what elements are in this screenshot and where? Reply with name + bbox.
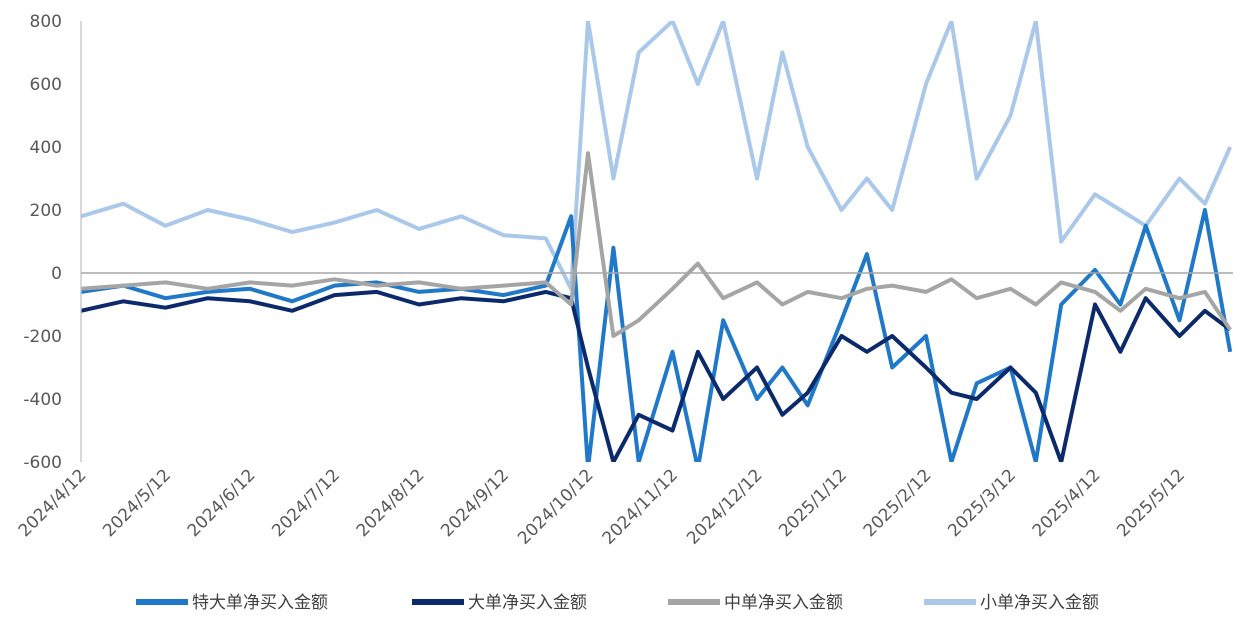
y-tick-label: -400	[23, 390, 62, 410]
y-tick-label: 600	[30, 75, 62, 95]
x-tick-label: 2024/4/12	[15, 465, 91, 541]
y-tick-label: -200	[23, 327, 62, 347]
y-tick-label: 800	[30, 12, 62, 32]
legend-item-3: 中单净买入金额	[668, 593, 843, 613]
x-tick-label: 2024/8/12	[353, 465, 429, 541]
y-tick-label: 200	[30, 201, 62, 221]
series-line-3	[81, 151, 1232, 338]
legend-label-4: 小单净买入金额	[980, 593, 1099, 613]
x-tick-label: 2025/3/12	[944, 465, 1020, 541]
x-tick-label: 2024/5/12	[99, 465, 175, 541]
legend-label-1: 特大单净买入金额	[192, 593, 328, 613]
legend-item-4: 小单净买入金额	[924, 593, 1099, 613]
x-tick-label: 2024/10/12	[514, 465, 597, 548]
x-tick-label: 2024/12/12	[683, 465, 766, 548]
x-tick-group: 2024/4/12 2024/5/12 2024/6/12 2024/7/12 2024…	[15, 465, 1189, 548]
series-layer	[81, 21, 1233, 462]
y-tick-label: -600	[23, 453, 62, 473]
x-tick-label: 2024/7/12	[268, 465, 344, 541]
legend-item-2: 大单净买入金额	[412, 593, 587, 613]
legend-label-3: 中单净买入金额	[724, 593, 843, 613]
legend: 特大单净买入金额 大单净买入金额 中单净买入金额 小单净买入金额	[136, 593, 1099, 613]
x-tick-label: 2025/1/12	[775, 465, 851, 541]
legend-item-1: 特大单净买入金额	[136, 593, 328, 613]
y-tick-label: 0	[51, 264, 62, 284]
x-tick-label: 2025/5/12	[1113, 465, 1189, 541]
x-tick-label: 2024/6/12	[184, 465, 260, 541]
x-tick-label: 2024/11/12	[599, 465, 682, 548]
x-tick-label: 2025/4/12	[1029, 465, 1105, 541]
x-tick-label: 2025/2/12	[860, 465, 936, 541]
legend-label-2: 大单净买入金额	[468, 593, 587, 613]
x-tick-label: 2024/9/12	[437, 465, 513, 541]
series-line-2	[81, 289, 1232, 462]
y-tick-group: 800 600 400 200 0 -200 -400 -600	[23, 12, 62, 473]
series-line-1	[81, 208, 1233, 462]
series-line-4	[81, 21, 1233, 291]
y-tick-label: 400	[30, 138, 62, 158]
